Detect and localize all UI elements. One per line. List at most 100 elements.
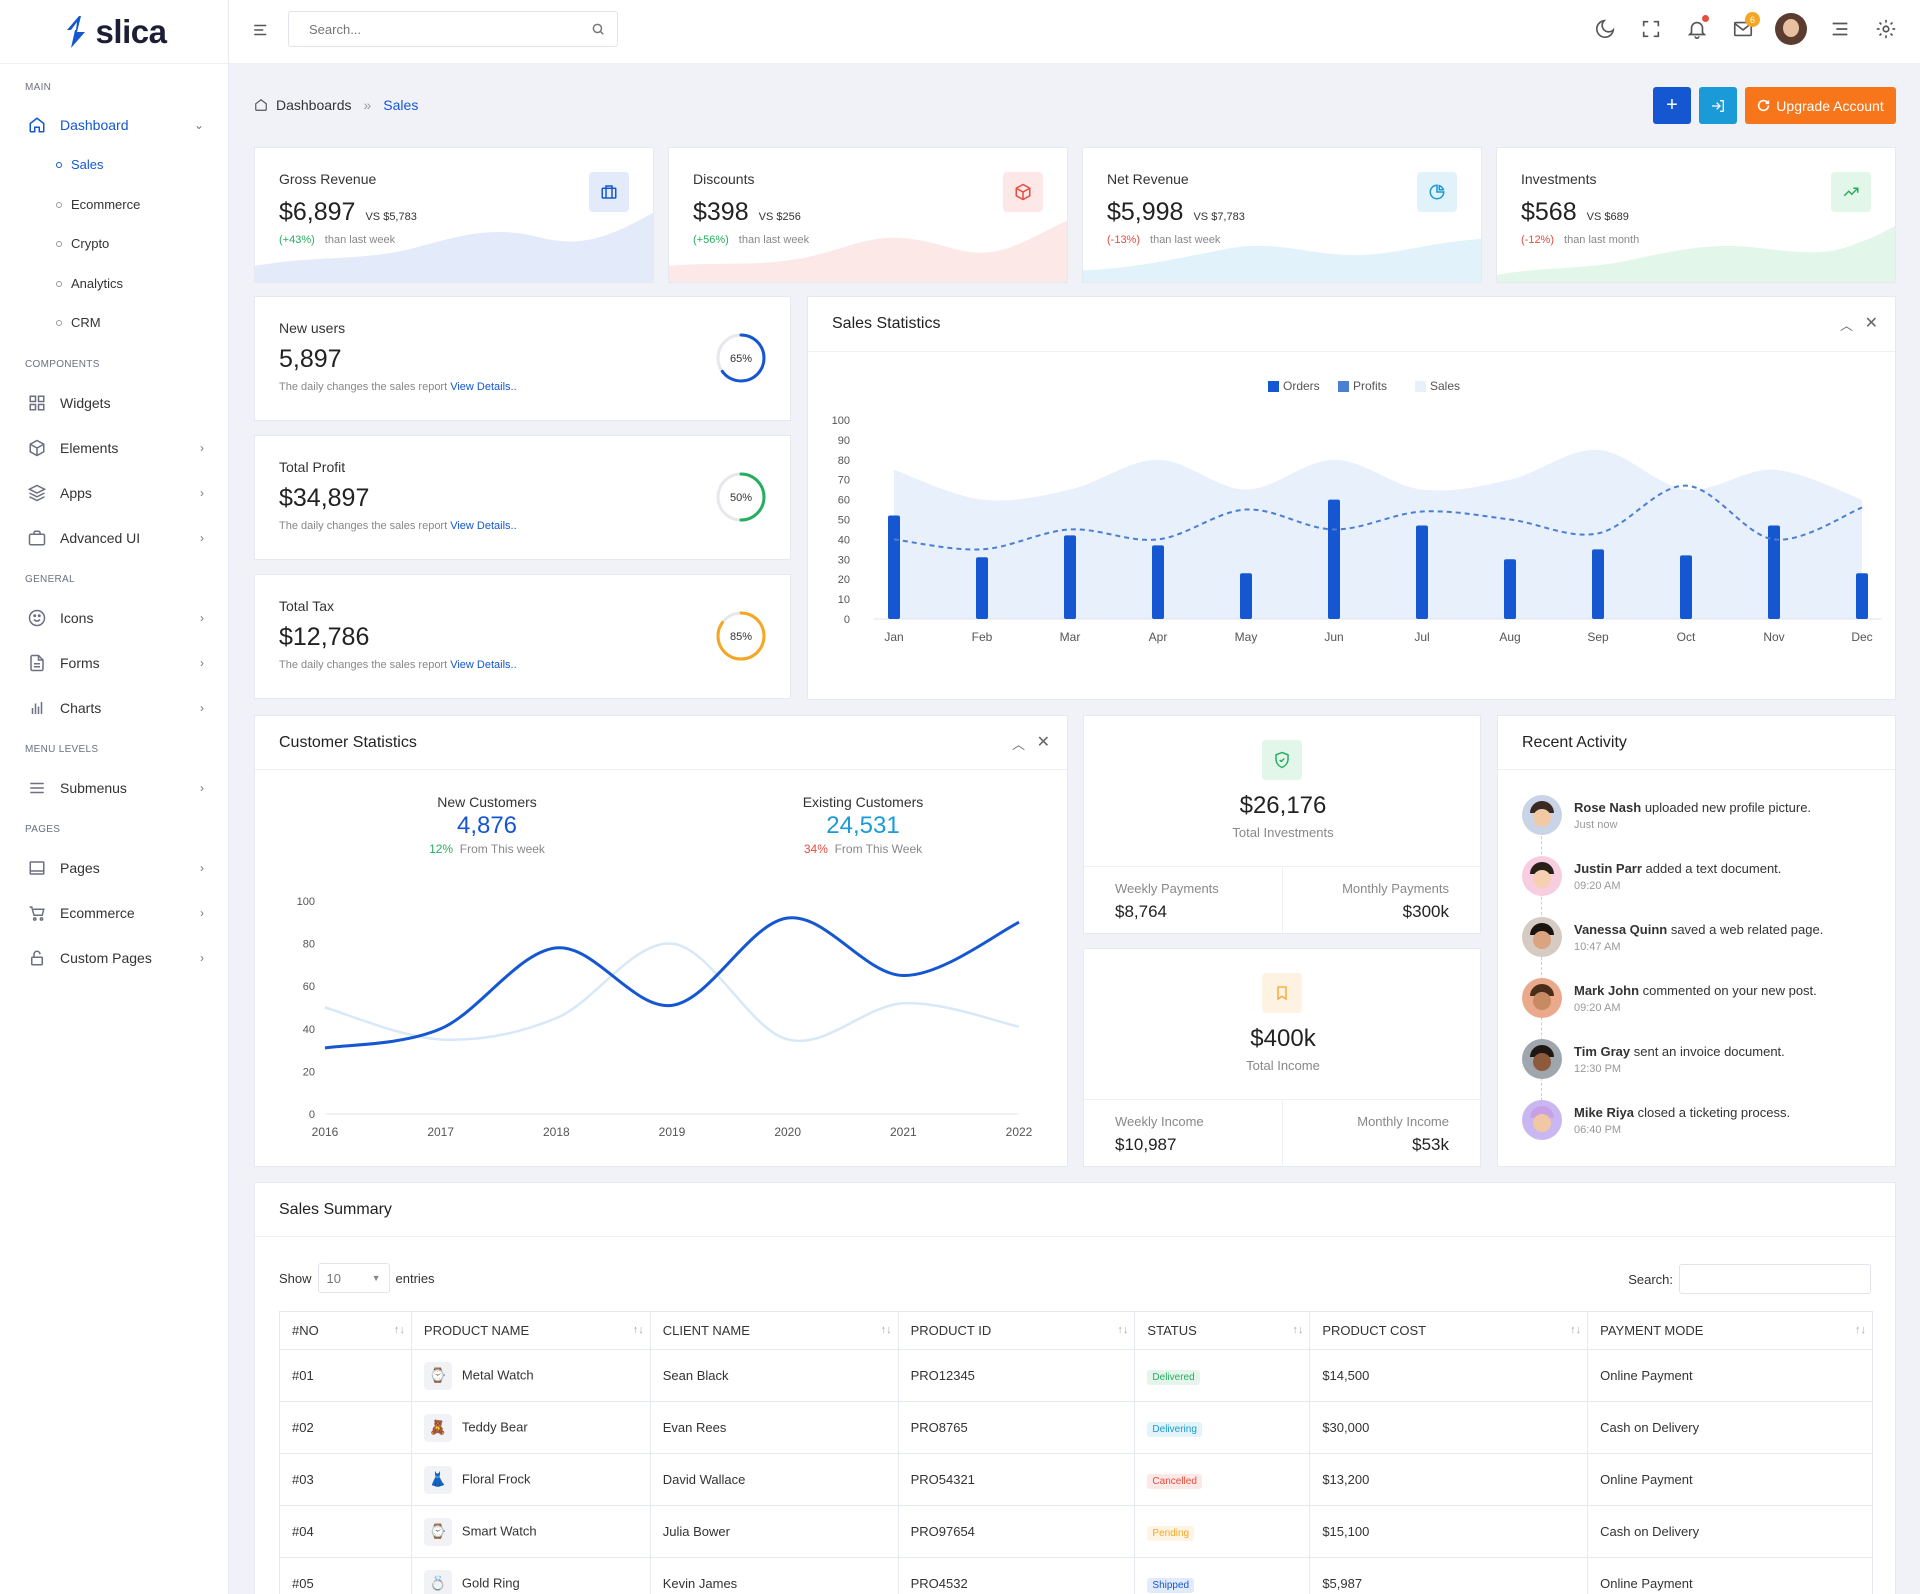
table-row[interactable]: #03 👗 Floral Frock David Wallace PRO54321 Can… [279,1453,1873,1506]
existing-customers-label: Existing Customers [802,794,924,810]
activity-name[interactable]: Mike Riya [1574,1105,1634,1120]
sparkline-area [1497,226,1895,282]
sort-icon[interactable]: ↑↓ [393,1324,405,1336]
bar-orders [1592,549,1604,619]
status-badge: Shipped [1147,1578,1195,1593]
view-details-link[interactable]: View Details.. [450,381,517,393]
sidebar-item-dashboard[interactable]: Dashboard ⌄ [0,110,229,140]
gear-icon[interactable] [1875,18,1897,40]
activity-name[interactable]: Tim Gray [1574,1044,1631,1059]
x-tick-label: Aug [1499,630,1520,644]
legend-label[interactable]: Sales [1430,379,1460,393]
sidebar-item-widgets[interactable]: Widgets [0,388,229,418]
status-badge: Cancelled [1147,1474,1202,1489]
sidebar-sub-crypto[interactable]: Crypto [56,236,109,251]
sidebar-item-apps[interactable]: Apps › [0,478,229,508]
sort-icon[interactable]: ↑↓ [1570,1324,1582,1336]
entries-select[interactable]: 10 ▼ [317,1263,390,1293]
sort-icon[interactable]: ↑↓ [1117,1324,1129,1336]
view-details-link[interactable]: View Details.. [450,659,517,671]
sidebar-item-forms[interactable]: Forms › [0,648,229,678]
table-row[interactable]: #04 ⌚ Smart Watch Julia Bower PRO97654 Pendin… [279,1505,1873,1558]
table-row[interactable]: #02 🧸 Teddy Bear Evan Rees PRO8765 Delivering… [279,1401,1873,1454]
mini-stat-card: Total Profit $34,897 The daily changes the… [254,435,791,560]
login-button[interactable] [1699,87,1737,124]
sidebar-sub-crm[interactable]: CRM [56,315,101,330]
column-header[interactable]: PRODUCT NAME ↑↓ [410,1311,651,1350]
column-header[interactable]: PRODUCT COST ↑↓ [1309,1311,1589,1350]
sort-icon[interactable]: ↑↓ [1855,1324,1866,1336]
table-cell: Shipped [1134,1557,1311,1594]
column-header[interactable]: #NO ↑↓ [279,1311,412,1350]
product-icon: ⌚ [423,1361,452,1390]
sidebar-item-advanced-ui[interactable]: Advanced UI › [0,523,229,553]
sort-icon[interactable]: ↑↓ [632,1324,644,1336]
column-header[interactable]: STATUS ↑↓ [1134,1311,1311,1350]
activity-name[interactable]: Rose Nash [1574,800,1642,815]
sidebar-item-pages[interactable]: Pages › [0,853,229,883]
sidebar-item-custom-pages[interactable]: Custom Pages › [0,943,229,973]
sidebar-item-icons[interactable]: Icons › [0,603,229,633]
close-icon[interactable]: ✕ [1864,315,1878,332]
activity-name[interactable]: Justin Parr [1574,861,1642,876]
table-cell: $13,200 [1309,1453,1589,1506]
sidebar-item-submenus[interactable]: Submenus › [0,773,229,803]
sidebar-item-label: Forms [60,655,100,671]
sidebar-item-ecommerce[interactable]: Ecommerce › [0,898,229,928]
y-tick-label: 0 [309,1109,315,1121]
customer-statistics-chart: 0 20 40 60 80 100 2016 2017 2018 2019 2020 2021 2022 [297,896,1033,1139]
sidebar-toggle-icon[interactable] [252,21,270,39]
sidebar-sub-sales[interactable]: Sales [56,157,104,172]
add-button[interactable]: + [1653,87,1691,124]
collapse-icon[interactable]: ︿ [1011,737,1025,752]
sort-icon[interactable]: ↑↓ [880,1324,892,1336]
table-row[interactable]: #05 💍 Gold Ring Kevin James PRO4532 Shipped $5… [279,1557,1873,1594]
x-tick-label: 2022 [1006,1125,1033,1139]
sidebar-sub-ecommerce[interactable]: Ecommerce [56,197,140,212]
column-header-label: #NO [292,1323,319,1338]
avatar[interactable] [1775,13,1807,45]
x-tick-label: Nov [1763,630,1784,644]
sort-icon[interactable]: ↑↓ [1292,1324,1304,1336]
close-icon[interactable]: ✕ [1036,734,1050,751]
menu-lines-icon[interactable] [1829,18,1851,40]
entries-value: 10 [326,1270,341,1286]
chevron-right-icon: › [200,861,204,875]
activity-time: 09:20 AM [1574,1002,1621,1014]
column-header[interactable]: PRODUCT ID ↑↓ [897,1311,1136,1350]
activity-name[interactable]: Mark John [1574,983,1640,998]
x-tick-label: Oct [1677,630,1696,644]
search-input[interactable] [288,11,618,47]
table-cell: PRO54321 [897,1453,1136,1506]
weekly-income-label: Weekly Income [1115,1114,1204,1129]
upgrade-account-button[interactable]: Upgrade Account [1745,87,1896,124]
grid-icon [29,395,45,411]
moon-icon[interactable] [1594,18,1616,40]
sidebar-item-elements[interactable]: Elements › [0,433,229,463]
collapse-icon[interactable]: ︿ [1839,318,1853,333]
mini-value: 5,897 [279,345,342,373]
activity-time: 09:20 AM [1574,880,1621,892]
column-header[interactable]: CLIENT NAME ↑↓ [649,1311,899,1350]
activity-name[interactable]: Vanessa Quinn [1574,922,1668,937]
legend-label[interactable]: Profits [1353,379,1387,393]
sidebar-item-charts[interactable]: Charts › [0,693,229,723]
activity-action: sent an invoice document. [1630,1044,1785,1059]
table-cell: Online Payment [1587,1557,1873,1594]
table-cell: #04 [279,1505,412,1558]
search-icon[interactable] [591,22,605,36]
fullscreen-icon[interactable] [1640,18,1662,40]
table-search-input[interactable] [1679,1264,1871,1294]
table-row[interactable]: #01 ⌚ Metal Watch Sean Black PRO12345 Deliver… [279,1349,1873,1402]
home-icon [255,99,267,111]
legend-label[interactable]: Orders [1283,379,1320,393]
legend-swatch [1415,381,1426,392]
sidebar-sub-analytics[interactable]: Analytics [56,276,123,291]
stat-change: (-12%) [1521,234,1555,246]
view-details-link[interactable]: View Details.. [450,520,517,532]
column-header[interactable]: PAYMENT MODE ↑↓ [1587,1311,1873,1350]
bar-orders [1680,555,1692,619]
breadcrumb-root[interactable]: Dashboards [276,97,352,113]
logo[interactable]: slica [0,0,228,64]
bell-icon[interactable] [1686,18,1708,40]
